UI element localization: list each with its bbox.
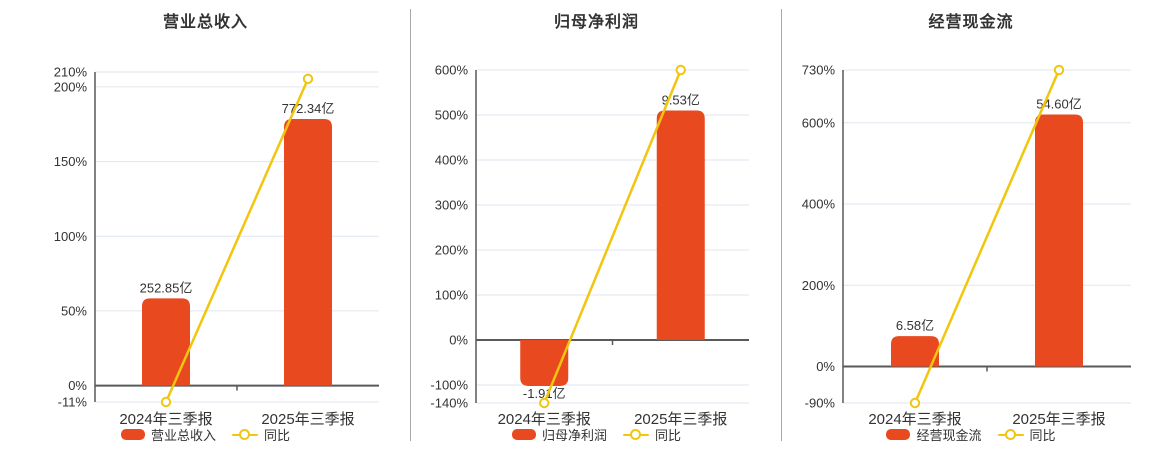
y-tick-label: 200% (54, 79, 88, 94)
legend-cash-flow: 经营现金流 同比 (782, 425, 1160, 444)
bar-2025年三季报 (284, 119, 332, 386)
legend-revenue: 营业总收入 同比 (0, 425, 411, 444)
bar-swatch-icon (120, 429, 145, 440)
y-tick-label: 210% (54, 65, 88, 80)
legend-item-yoy-line[interactable]: 同比 (232, 425, 290, 444)
y-tick-label: 0% (68, 378, 87, 393)
legend-item-bar-series[interactable]: 归母净利润 (511, 425, 607, 444)
x-category-label: 2024年三季报 (868, 411, 961, 428)
y-tick-label: 0% (816, 359, 835, 374)
yoy-line (913, 68, 1061, 405)
y-tick-label: 400% (435, 153, 469, 168)
y-tick-label: 600% (435, 63, 469, 78)
bar-value-label: 252.85亿 (140, 280, 193, 295)
bar-swatch-icon (886, 429, 911, 440)
y-tick-label: -100% (430, 378, 468, 393)
x-category-label: 2025年三季报 (634, 411, 727, 428)
y-tick-label: 100% (435, 288, 469, 303)
bar-2025年三季报 (656, 110, 705, 340)
y-tick-label: 400% (802, 197, 836, 212)
legend-item-bar-series[interactable]: 营业总收入 (120, 425, 216, 444)
chart-title-net-profit: 归母净利润 (553, 14, 639, 31)
yoy-line (543, 68, 682, 405)
panel-net-profit: 归母净利润 600% 500% 400% 300% 200% 100% 0% -100% -14… (411, 0, 782, 450)
chart-title-revenue: 营业总收入 (162, 14, 248, 31)
legend-item-yoy-line[interactable]: 同比 (623, 425, 681, 444)
x-category-label: 2025年三季报 (261, 411, 354, 428)
yoy-point-marker (539, 397, 550, 409)
x-category-label: 2024年三季报 (119, 411, 212, 428)
yoy-point-marker (302, 73, 314, 85)
y-tick-label: -90% (805, 396, 836, 411)
legend-line-label: 同比 (655, 428, 682, 443)
y-tick-label: 300% (435, 198, 469, 213)
legend-item-yoy-line[interactable]: 同比 (997, 425, 1056, 444)
line-marker-icon (232, 429, 258, 441)
legend-net-profit: 归母净利润 同比 (411, 425, 782, 444)
line-marker-icon (997, 429, 1024, 441)
bar-value-label: 772.34亿 (282, 101, 335, 116)
chart-canvas-net-profit: 600% 500% 400% 300% 200% 100% 0% -100% -140% -1.9… (430, 63, 749, 428)
bar-swatch-icon (511, 429, 536, 440)
yoy-point-marker (1053, 64, 1065, 76)
y-tick-label: 0% (449, 333, 468, 348)
y-tick-label: -140% (430, 396, 468, 411)
bar-2024年三季报 (891, 336, 939, 367)
y-tick-label: 500% (435, 108, 469, 123)
y-tick-label: 730% (802, 63, 836, 78)
panel-revenue: 营业总收入 210% 200% 150% 100% 50% 0% -11% 252.85亿 77… (0, 0, 411, 450)
y-tick-label: 100% (54, 229, 88, 244)
chart-title-cash-flow: 经营现金流 (928, 14, 1014, 31)
yoy-point-marker (909, 397, 921, 409)
y-tick-label: 200% (435, 243, 469, 258)
bar-2025年三季报 (1035, 114, 1083, 367)
panel-divider (410, 9, 411, 441)
bar-2024年三季报 (142, 298, 190, 386)
y-tick-label: 150% (54, 154, 88, 169)
y-tick-label: 50% (61, 303, 87, 318)
chart-canvas-revenue: 210%200% 150% 100% 50% 0% -11% 252.85亿 772.34亿 2… (54, 65, 379, 428)
panel-divider (781, 9, 782, 441)
yoy-point-marker (675, 64, 686, 76)
legend-bar-label: 归母净利润 (541, 428, 607, 443)
panel-cash-flow: 经营现金流 730% 600% 400% 200% 0% -90% 6.58亿 54.60亿 2… (782, 0, 1160, 450)
bar-value-label: 6.58亿 (896, 318, 934, 333)
yoy-point-marker (160, 396, 172, 408)
bar-value-label: 54.60亿 (1036, 96, 1082, 111)
chart-canvas-cash-flow: 730% 600% 400% 200% 0% -90% 6.58亿 54.60亿 2024年三季… (802, 63, 1131, 428)
legend-bar-label: 营业总收入 (150, 428, 216, 443)
y-tick-label: 200% (802, 278, 836, 293)
x-category-label: 2025年三季报 (1012, 411, 1105, 428)
bar-value-label: -1.91亿 (523, 386, 566, 401)
legend-item-bar-series[interactable]: 经营现金流 (886, 425, 982, 444)
legend-bar-label: 经营现金流 (916, 428, 982, 443)
y-tick-label: 600% (802, 115, 836, 130)
legend-line-label: 同比 (1029, 428, 1056, 443)
legend-line-label: 同比 (264, 428, 291, 443)
y-tick-label: -11% (58, 395, 88, 410)
x-category-label: 2024年三季报 (498, 411, 591, 428)
yoy-line (164, 77, 310, 404)
line-marker-icon (623, 429, 649, 441)
